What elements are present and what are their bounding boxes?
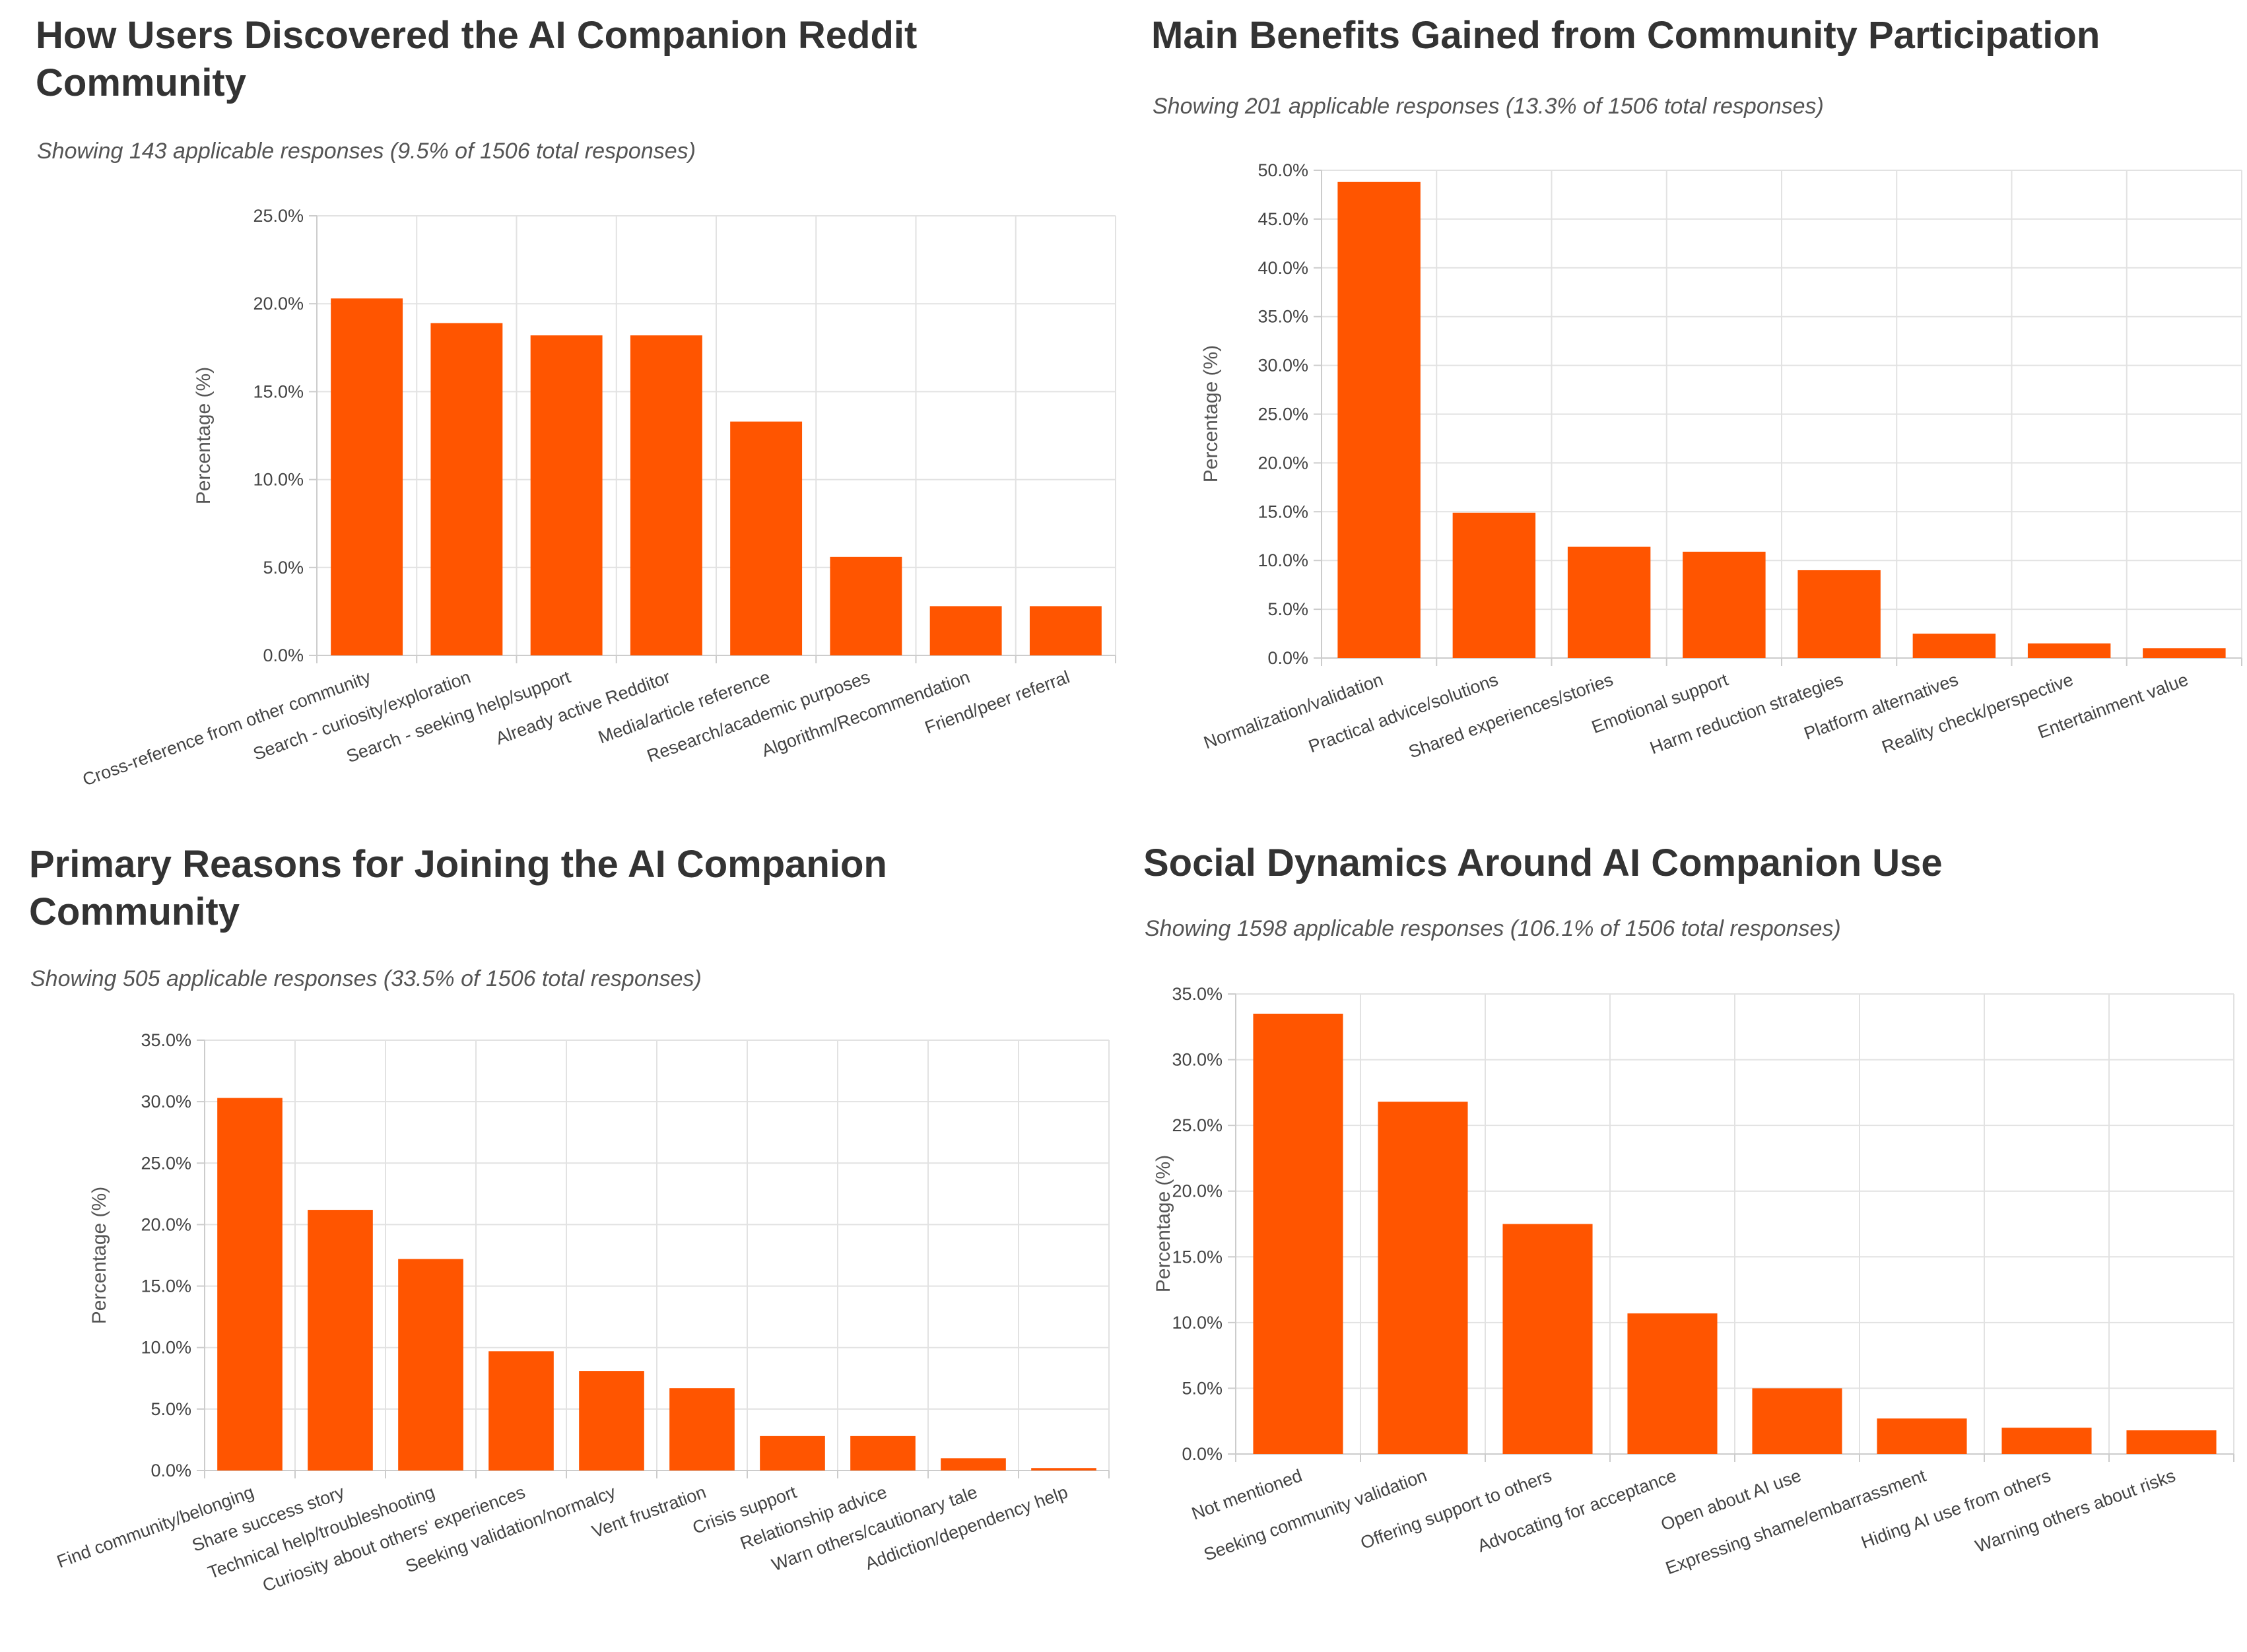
bar[interactable] [730,421,803,655]
chart-panel-benefits: Main Benefits Gained from Community Part… [1122,0,2247,818]
y-tick-label: 0.0% [1267,648,1308,668]
bar[interactable] [929,606,1002,655]
y-axis-label: Percentage (%) [1153,1155,1174,1292]
y-tick-label: 5.0% [1267,599,1308,619]
y-tick-label: 45.0% [1258,209,1308,229]
chart-subtitle: Showing 1598 applicable responses (106.1… [1145,916,1841,941]
bar[interactable] [850,1436,916,1470]
x-category-label: Shared experiences/stories [1406,669,1616,762]
x-category-label: Seeking community validation [1201,1465,1430,1564]
y-tick-label: 35.0% [1172,984,1223,1004]
y-tick-label: 5.0% [263,558,304,578]
x-category-label: Practical advice/solutions [1306,669,1500,756]
bar[interactable] [1912,634,1996,658]
bar[interactable] [630,335,702,655]
bar[interactable] [1752,1388,1842,1454]
bar[interactable] [2143,648,2226,658]
bar[interactable] [1031,1468,1096,1470]
y-tick-label: 10.0% [1258,550,1308,570]
chart-panel-discovery: How Users Discovered the AI Companion Re… [0,0,1122,818]
y-tick-label: 20.0% [1258,453,1308,473]
bar[interactable] [398,1259,463,1470]
y-tick-label: 15.0% [1172,1247,1223,1267]
bar-chart-reasons: 0.0%5.0%10.0%15.0%20.0%25.0%30.0%35.0%Fi… [54,1030,1110,1596]
bar[interactable] [1567,546,1651,658]
bar[interactable] [1029,606,1102,655]
bar[interactable] [217,1098,283,1470]
y-tick-label: 40.0% [1258,258,1308,278]
bar[interactable] [760,1436,825,1470]
bar[interactable] [1378,1102,1468,1454]
chart-title: Social Dynamics Around AI Companion Use [1143,842,1943,884]
chart-subtitle: Showing 143 applicable responses (9.5% o… [37,139,696,164]
y-tick-label: 20.0% [253,294,304,314]
x-category-label: Harm reduction strategies [1647,669,1846,758]
x-category-label: Reality check/perspective [1879,669,2076,757]
y-tick-label: 5.0% [1182,1378,1223,1398]
bar[interactable] [1877,1418,1967,1454]
y-tick-label: 35.0% [141,1030,191,1050]
y-axis-label: Percentage (%) [193,367,215,504]
bar[interactable] [2001,1428,2092,1454]
bar[interactable] [1253,1013,1343,1454]
y-tick-label: 25.0% [1172,1115,1223,1135]
bar[interactable] [2126,1430,2217,1454]
chart-subtitle: Showing 201 applicable responses (13.3% … [1153,94,1824,119]
y-tick-label: 20.0% [141,1214,191,1234]
y-tick-label: 10.0% [253,470,304,490]
bar[interactable] [830,556,902,655]
bar-chart-benefits: 0.0% 5.0% 10.0% 15.0% 20.0% 25.0% 30.0% 35.0% 40… [1200,160,2242,762]
y-tick-label: 25.0% [141,1153,191,1173]
y-tick-label: 25.0% [1258,405,1308,424]
y-tick-label: 10.0% [141,1338,191,1358]
x-category-label: Advocating for acceptance [1475,1465,1679,1556]
chart-panel-social: Social Dynamics Around AI Companion Use … [1122,818,2247,1652]
y-axis-label: Percentage (%) [1200,345,1222,482]
y-tick-label: 15.0% [141,1276,191,1296]
bar[interactable] [1683,551,1766,658]
y-tick-label: 15.0% [253,381,304,401]
chart-title: How Users Discovered the AI Companion Re… [36,14,918,104]
bar[interactable] [488,1351,554,1470]
y-tick-label: 25.0% [253,206,304,226]
bar[interactable] [669,1388,735,1470]
x-category-label: Already active Redditor [493,667,673,748]
chart-title: Main Benefits Gained from Community Part… [1151,14,2100,57]
y-tick-label: 50.0% [1258,160,1308,180]
bar[interactable] [1452,512,1536,658]
y-tick-label: 15.0% [1258,502,1308,521]
y-tick-label: 10.0% [1172,1313,1223,1333]
y-tick-label: 0.0% [1182,1444,1223,1464]
y-tick-label: 30.0% [141,1092,191,1111]
y-tick-label: 5.0% [151,1399,191,1419]
chart-panel-reasons: Primary Reasons for Joining the AI Compa… [0,818,1122,1652]
bar-chart-social: 0.0%5.0%10.0%15.0%20.0%25.0%30.0%35.0%No… [1153,984,2234,1578]
bar[interactable] [530,335,603,655]
y-tick-label: 0.0% [151,1461,191,1480]
bar[interactable] [941,1458,1006,1470]
x-category-label: Warning others about risks [1972,1465,2178,1556]
bar[interactable] [1337,182,1421,659]
y-tick-label: 30.0% [1172,1050,1223,1070]
bar[interactable] [430,323,503,655]
bar-chart-discovery: 0.0%5.0%10.0%15.0%20.0%25.0%Cross-refere… [80,206,1116,790]
bar[interactable] [1797,570,1881,658]
bar[interactable] [331,298,403,655]
chart-title: Primary Reasons for Joining the AI Compa… [29,843,887,933]
y-axis-label: Percentage (%) [88,1187,110,1324]
bar[interactable] [2027,643,2111,658]
chart-subtitle: Showing 505 applicable responses (33.5% … [30,966,702,991]
x-category-label: Normalization/validation [1201,669,1386,752]
bar[interactable] [1502,1224,1593,1455]
bar[interactable] [579,1371,644,1470]
y-tick-label: 20.0% [1172,1181,1223,1201]
y-tick-label: 0.0% [263,645,304,665]
bar[interactable] [1627,1313,1718,1454]
y-tick-label: 30.0% [1258,356,1308,376]
bar[interactable] [308,1210,373,1470]
y-tick-label: 35.0% [1258,307,1308,327]
